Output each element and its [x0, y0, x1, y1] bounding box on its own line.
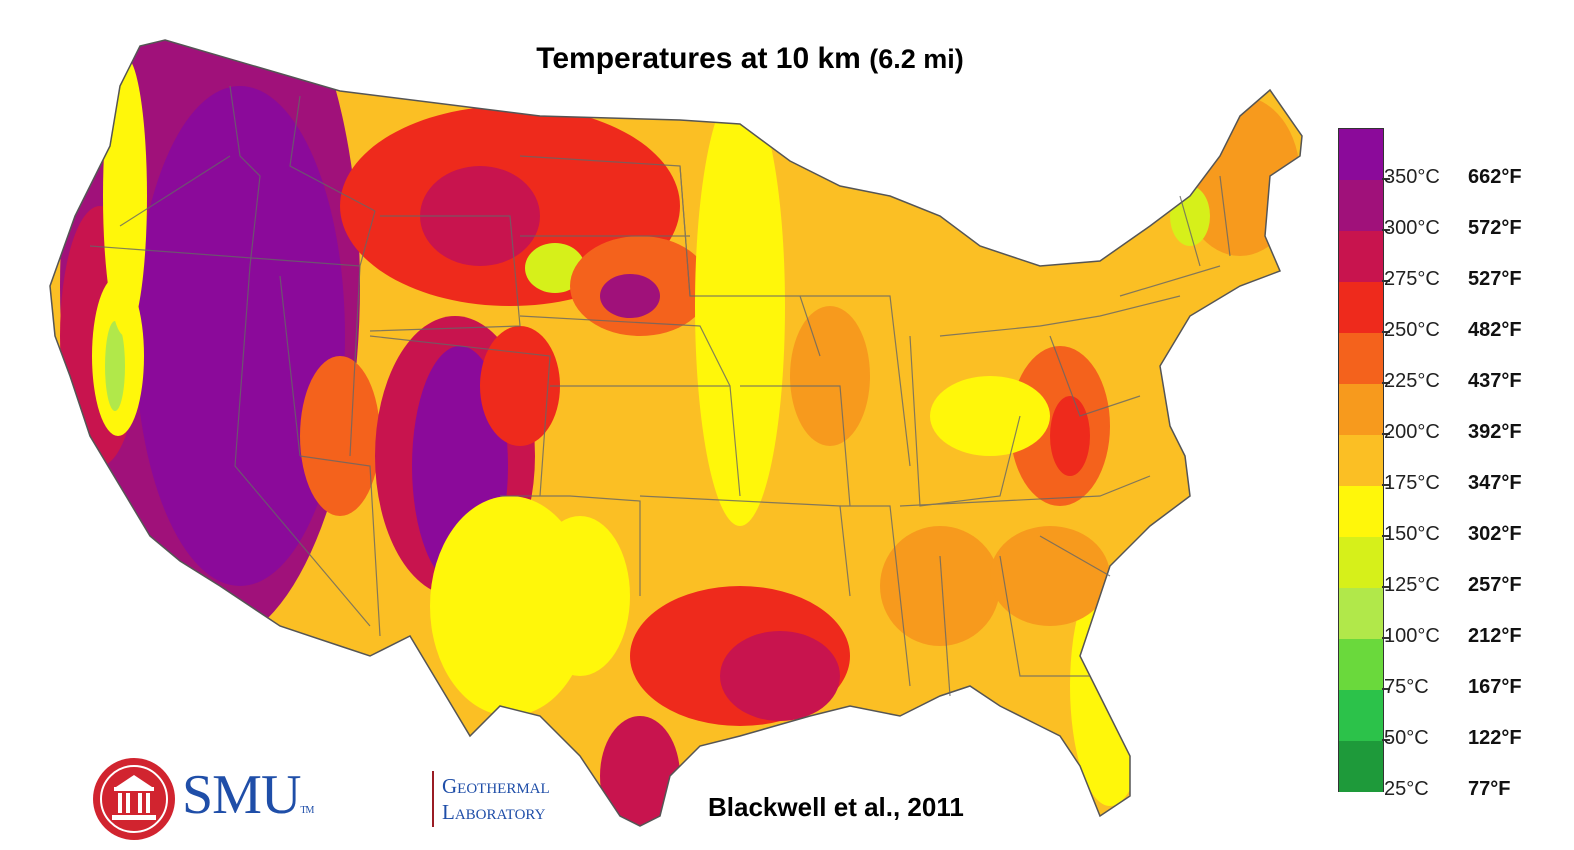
- smu-wordmark: SMUTM: [182, 764, 314, 826]
- legend-tick: [1382, 688, 1390, 690]
- legend-fahrenheit-label: 347°F: [1468, 472, 1522, 494]
- title-main: Temperatures at 10 km: [536, 42, 861, 75]
- legend-tick: [1382, 229, 1390, 231]
- lab-name: Geothermal Laboratory: [442, 773, 550, 825]
- logo-divider: [432, 771, 434, 827]
- smu-seal-icon: [93, 758, 175, 840]
- citation: Blackwell et al., 2011: [708, 792, 964, 822]
- legend-fahrenheit-label: 482°F: [1468, 319, 1522, 341]
- legend-fahrenheit-label: 662°F: [1468, 166, 1522, 188]
- legend-celsius-label: 275°C: [1384, 268, 1440, 290]
- legend-tick: [1382, 637, 1390, 639]
- legend-celsius-label: 100°C: [1384, 625, 1440, 647]
- legend-fahrenheit-label: 77°F: [1468, 778, 1511, 800]
- legend-tick: [1382, 535, 1390, 537]
- legend-swatch: [1339, 741, 1383, 792]
- lab-name-line1: Geothermal: [442, 774, 550, 798]
- legend-celsius-label: 75°C: [1384, 676, 1429, 698]
- legend-fahrenheit-label: 257°F: [1468, 574, 1522, 596]
- legend-tick: [1382, 331, 1390, 333]
- legend-swatch: [1339, 537, 1383, 588]
- legend-celsius-label: 25°C: [1384, 778, 1429, 800]
- legend-swatch: [1339, 690, 1383, 741]
- legend-tick: [1382, 382, 1390, 384]
- legend-celsius-label: 125°C: [1384, 574, 1440, 596]
- legend-tick: [1382, 739, 1390, 741]
- legend-celsius-label: 200°C: [1384, 421, 1440, 443]
- legend-swatch: [1339, 333, 1383, 384]
- legend-swatch: [1339, 180, 1383, 231]
- legend-tick: [1382, 586, 1390, 588]
- legend-swatch: [1339, 588, 1383, 639]
- state-borders: [89, 85, 1231, 697]
- legend-color-bar: [1338, 128, 1384, 792]
- legend-fahrenheit-label: 212°F: [1468, 625, 1522, 647]
- legend-swatch: [1339, 486, 1383, 537]
- legend-fahrenheit-label: 392°F: [1468, 421, 1522, 443]
- legend-fahrenheit-label: 302°F: [1468, 523, 1522, 545]
- legend-celsius-label: 250°C: [1384, 319, 1440, 341]
- legend-fahrenheit-label: 572°F: [1468, 217, 1522, 239]
- smu-geothermal-logo: SMUTM Geothermal Laboratory: [92, 755, 550, 841]
- legend-fahrenheit-label: 167°F: [1468, 676, 1522, 698]
- legend-swatch: [1339, 282, 1383, 333]
- legend-celsius-label: 50°C: [1384, 727, 1429, 749]
- legend-tick: [1382, 433, 1390, 435]
- trademark-mark: TM: [300, 805, 314, 816]
- legend-celsius-label: 150°C: [1384, 523, 1440, 545]
- legend-fahrenheit-label: 527°F: [1468, 268, 1522, 290]
- map-title: Temperatures at 10 km (6.2 mi): [0, 42, 1500, 76]
- legend-tick: [1382, 280, 1390, 282]
- legend-swatch: [1339, 435, 1383, 486]
- legend-swatch: [1339, 639, 1383, 690]
- legend-swatch: [1339, 384, 1383, 435]
- lab-name-line2: Laboratory: [442, 800, 546, 824]
- legend-tick: [1382, 178, 1390, 180]
- legend-swatch: [1339, 231, 1383, 282]
- legend-celsius-label: 350°C: [1384, 166, 1440, 188]
- legend-celsius-label: 225°C: [1384, 370, 1440, 392]
- temperature-legend: 350°C 662°F 300°C 572°F 275°C 527°F 250°C 482°F…: [1336, 128, 1572, 800]
- legend-celsius-label: 300°C: [1384, 217, 1440, 239]
- legend-fahrenheit-label: 122°F: [1468, 727, 1522, 749]
- legend-swatch: [1339, 129, 1383, 180]
- title-subtitle: (6.2 mi): [869, 44, 964, 74]
- temperature-map: [49, 39, 1303, 827]
- legend-fahrenheit-label: 437°F: [1468, 370, 1522, 392]
- legend-celsius-label: 175°C: [1384, 472, 1440, 494]
- legend-tick: [1382, 484, 1390, 486]
